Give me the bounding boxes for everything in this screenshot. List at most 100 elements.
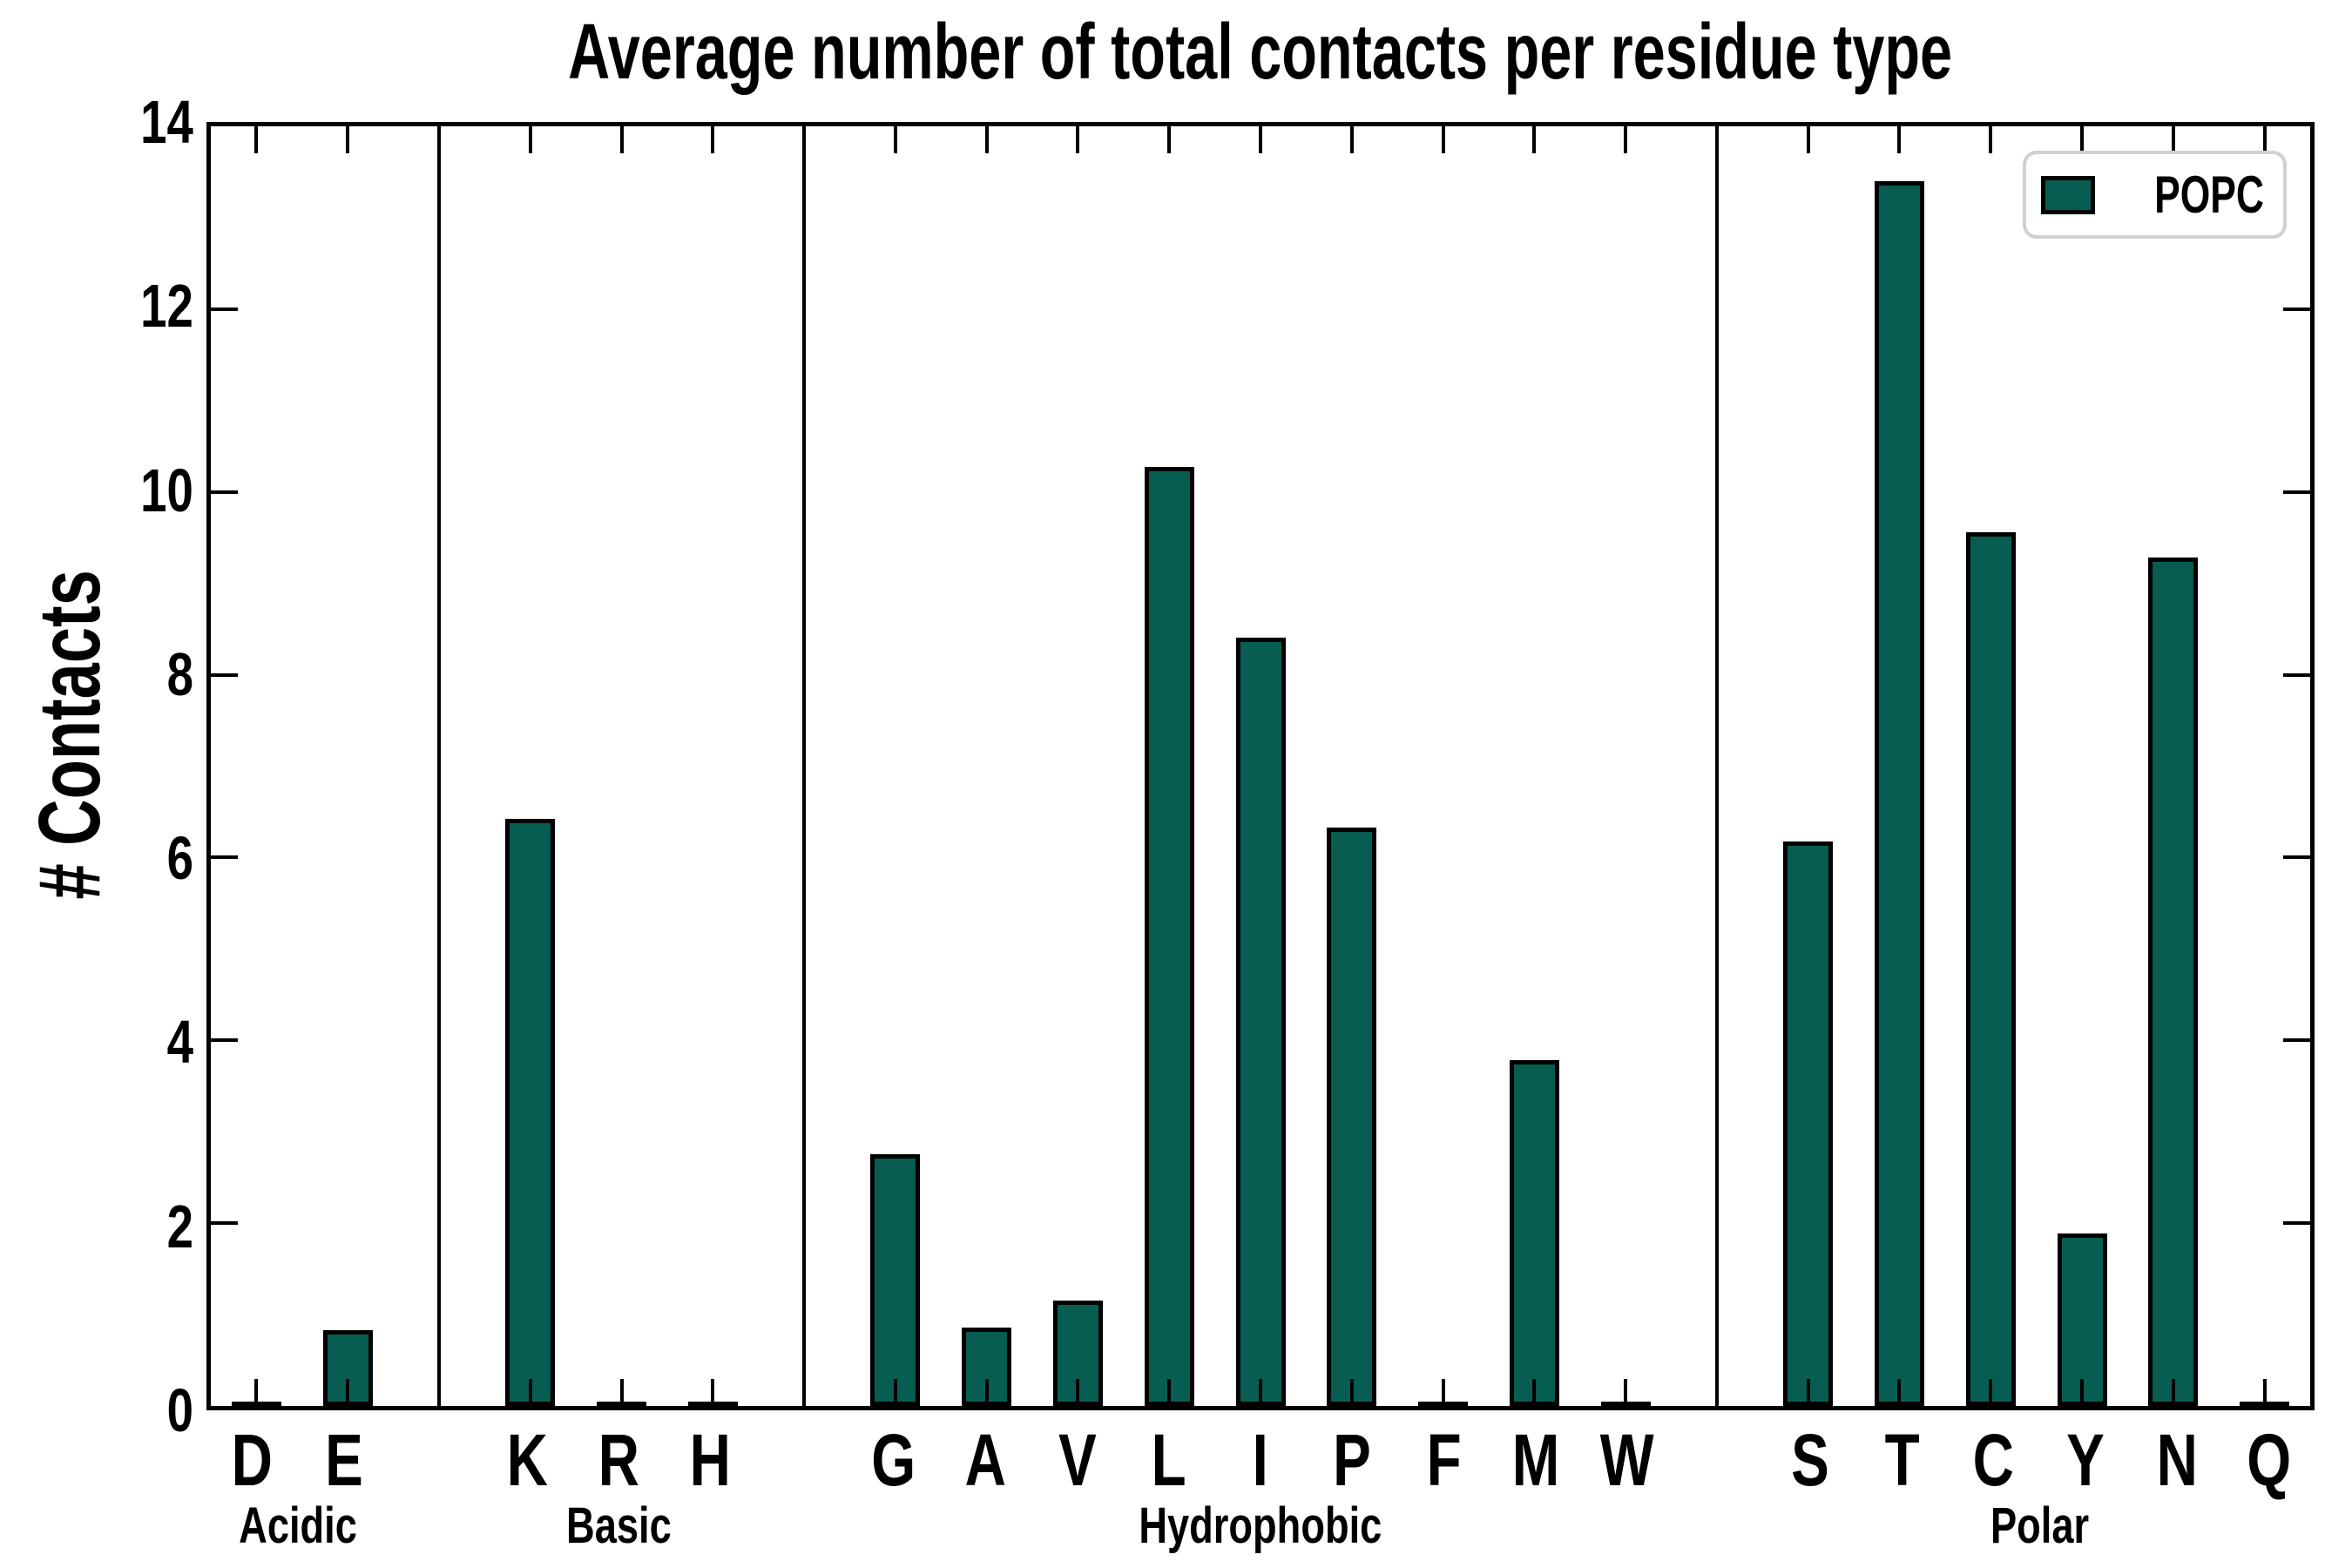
group-label-acidic: Acidic (80, 1495, 516, 1558)
x-tick-label-S: S (1758, 1420, 1862, 1500)
x-tick-mark (254, 1379, 259, 1406)
x-tick-mark (1259, 1379, 1262, 1406)
x-tick-label-text: W (1599, 1419, 1654, 1501)
x-tick-mark-top (1989, 126, 1993, 153)
x-tick-label-text: I (1252, 1419, 1269, 1501)
x-tick-label-M: M (1484, 1420, 1588, 1500)
x-tick-label-text: E (324, 1419, 363, 1501)
bar-P (1327, 827, 1377, 1406)
x-tick-mark-top (1349, 126, 1354, 153)
x-tick-label-text: D (231, 1419, 274, 1501)
legend: POPC (2023, 151, 2287, 239)
x-tick-mark (984, 1379, 989, 1406)
x-tick-mark-top (254, 126, 259, 153)
y-tick-mark-right (2283, 307, 2310, 311)
x-tick-mark-top (1441, 126, 1445, 153)
x-tick-label-H: H (659, 1420, 763, 1500)
bar-A (962, 1327, 1012, 1406)
bar-I (1235, 637, 1286, 1406)
y-tick-label-text: 4 (166, 1008, 193, 1077)
x-tick-label-text: S (1791, 1419, 1830, 1501)
x-tick-label-text: R (598, 1419, 640, 1501)
x-tick-mark (711, 1379, 715, 1406)
x-tick-label-G: G (841, 1420, 946, 1500)
y-tick-mark (211, 855, 238, 860)
y-tick-label-text: 0 (166, 1376, 193, 1444)
x-tick-label-text: M (1511, 1419, 1559, 1501)
chart-title-text: Average number of total contacts per res… (568, 9, 1953, 96)
group-label-text: Polar (1990, 1497, 2089, 1554)
y-tick-label-text: 2 (166, 1192, 193, 1260)
x-tick-label-D: D (200, 1420, 305, 1500)
y-tick-mark-right (2283, 1221, 2310, 1226)
x-tick-mark (1989, 1379, 1993, 1406)
group-label-basic: Basic (401, 1495, 836, 1558)
group-label-text: Acidic (239, 1497, 358, 1554)
group-label-hydrophobic: Hydrophobic (1043, 1495, 1478, 1558)
group-divider-line (436, 126, 441, 1406)
bar-K (505, 819, 556, 1406)
x-tick-label-text: F (1426, 1419, 1462, 1501)
x-tick-mark (1441, 1379, 1445, 1406)
bar-L (1144, 467, 1194, 1406)
x-tick-label-text: P (1333, 1419, 1372, 1501)
x-tick-label-K: K (475, 1420, 579, 1500)
legend-label: POPC (2154, 165, 2264, 224)
x-tick-mark-top (1532, 126, 1537, 153)
x-tick-mark (2171, 1379, 2175, 1406)
x-tick-label-text: G (871, 1419, 916, 1501)
y-tick-mark-right (2283, 672, 2310, 677)
x-tick-label-text: C (1973, 1419, 2015, 1501)
x-tick-mark-top (2262, 126, 2267, 153)
x-tick-label-T: T (1850, 1420, 1955, 1500)
y-tick-mark (211, 307, 238, 311)
group-label-text: Hydrophobic (1139, 1497, 1382, 1554)
x-tick-mark (619, 1379, 624, 1406)
y-tick-label-text: 12 (140, 272, 193, 341)
x-tick-mark-top (619, 126, 624, 153)
x-tick-label-Q: Q (2216, 1420, 2321, 1500)
x-tick-label-text: K (506, 1419, 548, 1501)
x-tick-mark-top (436, 126, 441, 153)
x-tick-label-text: V (1058, 1419, 1097, 1501)
x-tick-mark-top (1076, 126, 1080, 153)
chart-title: Average number of total contacts per res… (206, 7, 2315, 98)
y-tick-mark (211, 1038, 238, 1043)
x-tick-mark (2080, 1379, 2085, 1406)
group-label-text: Basic (566, 1497, 672, 1554)
y-tick-mark (211, 490, 238, 494)
group-divider-line (802, 126, 807, 1406)
x-tick-label-text: Y (2066, 1419, 2105, 1501)
y-tick-label-8: 8 (0, 635, 193, 713)
group-divider-line (1714, 126, 1719, 1406)
x-tick-mark (1349, 1379, 1354, 1406)
y-tick-mark (211, 1221, 238, 1226)
x-tick-mark-top (528, 126, 532, 153)
y-tick-mark-right (2283, 1038, 2310, 1043)
x-tick-label-N: N (2125, 1420, 2229, 1500)
group-label-polar: Polar (1821, 1495, 2257, 1558)
y-tick-label-text: 10 (140, 456, 193, 524)
plot-area (206, 122, 2315, 1410)
x-tick-label-C: C (1942, 1420, 2046, 1500)
x-tick-mark (1076, 1379, 1080, 1406)
x-tick-label-E: E (292, 1420, 396, 1500)
x-tick-label-Y: Y (2033, 1420, 2138, 1500)
x-tick-label-text: N (2156, 1419, 2198, 1501)
y-tick-mark-right (2283, 490, 2310, 494)
y-tick-label-text: 6 (166, 824, 193, 893)
x-tick-mark-top (1897, 126, 1902, 153)
x-tick-mark-top (893, 126, 897, 153)
x-tick-mark (1532, 1379, 1537, 1406)
y-tick-label-6: 6 (0, 819, 193, 897)
y-tick-label-4: 4 (0, 1003, 193, 1081)
x-tick-mark-top (802, 126, 807, 153)
x-tick-mark (1806, 1379, 1810, 1406)
x-tick-mark-top (984, 126, 989, 153)
y-tick-mark-right (2283, 855, 2310, 860)
y-tick-label-0: 0 (0, 1371, 193, 1450)
y-tick-label-12: 12 (0, 267, 193, 345)
x-tick-mark-top (346, 126, 350, 153)
x-tick-mark (346, 1379, 350, 1406)
